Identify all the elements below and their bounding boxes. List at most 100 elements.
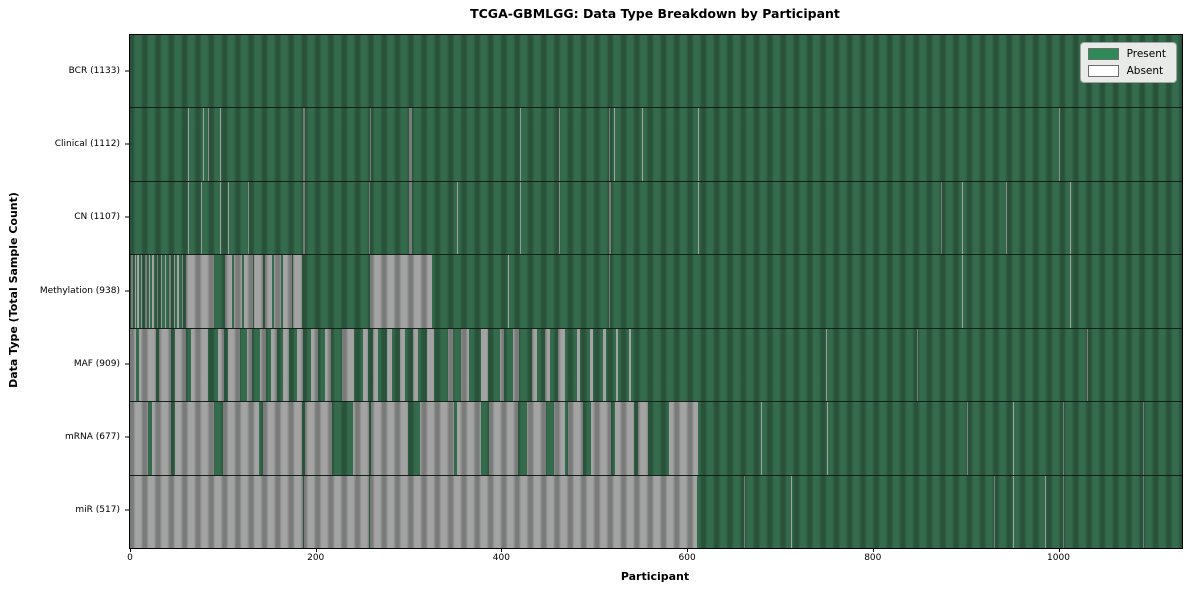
absent-segment — [148, 255, 150, 328]
absent-segment — [297, 328, 303, 402]
absent-segment — [168, 255, 171, 328]
absent-segment — [324, 328, 331, 402]
absent-segment — [602, 328, 607, 402]
absent-segment — [387, 328, 392, 402]
legend-entry-absent: Absent — [1087, 65, 1166, 77]
absent-segment — [698, 108, 700, 181]
absent-segment — [409, 181, 413, 255]
absent-segment — [368, 181, 370, 255]
absent-segment — [409, 108, 413, 181]
y-tick-mark — [125, 509, 129, 511]
absent-segment — [456, 181, 458, 255]
absent-segment — [224, 255, 233, 328]
absent-segment — [222, 402, 260, 475]
absent-segment — [1069, 181, 1071, 255]
absent-segment — [413, 328, 418, 402]
absent-segment — [400, 328, 405, 402]
absent-segment — [698, 181, 700, 255]
absent-segment — [1063, 475, 1065, 548]
absent-segment — [305, 402, 333, 475]
absent-segment — [220, 181, 221, 255]
x-tick-mark — [315, 548, 317, 552]
absent-segment — [130, 402, 148, 475]
x-tick-label: 200 — [307, 553, 325, 563]
absent-segment — [201, 181, 203, 255]
absent-segment — [489, 402, 519, 475]
absent-segment — [554, 402, 565, 475]
absent-segment — [302, 108, 306, 181]
x-tick-mark — [1058, 548, 1060, 552]
absent-segment — [761, 402, 763, 475]
legend-absent-label: Absent — [1126, 65, 1164, 77]
absent-segment — [185, 255, 214, 328]
y-tick-mark — [125, 143, 129, 145]
absent-segment — [341, 328, 354, 402]
y-tick-mark — [125, 216, 129, 218]
absent-segment — [158, 328, 171, 402]
absent-segment — [187, 108, 189, 181]
absent-segment — [827, 402, 829, 475]
absent-segment — [743, 475, 745, 548]
absent-segment — [302, 181, 306, 255]
absent-segment — [527, 402, 546, 475]
absent-segment — [311, 328, 318, 402]
absent-segment — [203, 108, 205, 181]
absent-segment — [917, 328, 919, 402]
absent-segment — [519, 181, 521, 255]
absent-segment — [273, 255, 282, 328]
absent-segment — [130, 475, 303, 548]
legend-absent-swatch — [1087, 65, 1119, 77]
x-tick-label: 0 — [127, 553, 133, 563]
absent-segment — [1044, 475, 1046, 548]
absent-segment — [174, 328, 186, 402]
absent-segment — [613, 108, 615, 181]
legend-present-label: Present — [1126, 48, 1166, 60]
absent-segment — [233, 255, 243, 328]
legend-present-swatch — [1087, 48, 1119, 60]
x-tick-label: 400 — [492, 553, 510, 563]
heatmap-row-MAF — [130, 327, 1182, 402]
absent-segment — [177, 255, 180, 328]
heatmap-row-CN — [130, 180, 1182, 255]
heatmap-row-Clinical — [130, 107, 1182, 181]
absent-segment — [1143, 402, 1144, 475]
absent-segment — [558, 181, 560, 255]
absent-segment — [370, 108, 372, 181]
absent-segment — [369, 475, 698, 548]
absent-segment — [826, 328, 828, 402]
absent-segment — [419, 402, 455, 475]
absent-segment — [558, 108, 560, 181]
absent-segment — [207, 108, 209, 181]
absent-segment — [461, 328, 469, 402]
y-tick-label-CN: CN (1107) — [74, 212, 120, 223]
absent-segment — [174, 402, 214, 475]
absent-segment — [156, 255, 158, 328]
absent-segment — [247, 181, 249, 255]
absent-segment — [303, 475, 369, 548]
absent-segment — [791, 475, 793, 548]
absent-segment — [259, 328, 266, 402]
absent-segment — [293, 255, 302, 328]
absent-segment — [591, 402, 611, 475]
absent-segment — [352, 402, 369, 475]
y-tick-label-Clinical: Clinical (1112) — [54, 138, 120, 149]
absent-segment — [1013, 402, 1014, 475]
heatmap-rows — [130, 35, 1182, 548]
absent-segment — [264, 255, 273, 328]
absent-segment — [1069, 255, 1071, 328]
y-tick-label-miR: miR (517) — [75, 505, 120, 516]
absent-segment — [609, 181, 611, 255]
x-tick-mark — [872, 548, 874, 552]
absent-segment — [220, 108, 221, 181]
heatmap-row-BCR — [130, 35, 1182, 107]
absent-segment — [373, 328, 378, 402]
absent-segment — [191, 328, 208, 402]
absent-segment — [637, 402, 649, 475]
absent-segment — [246, 328, 252, 402]
heatmap-row-Methylation — [130, 254, 1182, 328]
absent-segment — [545, 328, 550, 402]
absent-segment — [228, 181, 230, 255]
absent-segment — [519, 108, 521, 181]
absent-segment — [1005, 181, 1007, 255]
